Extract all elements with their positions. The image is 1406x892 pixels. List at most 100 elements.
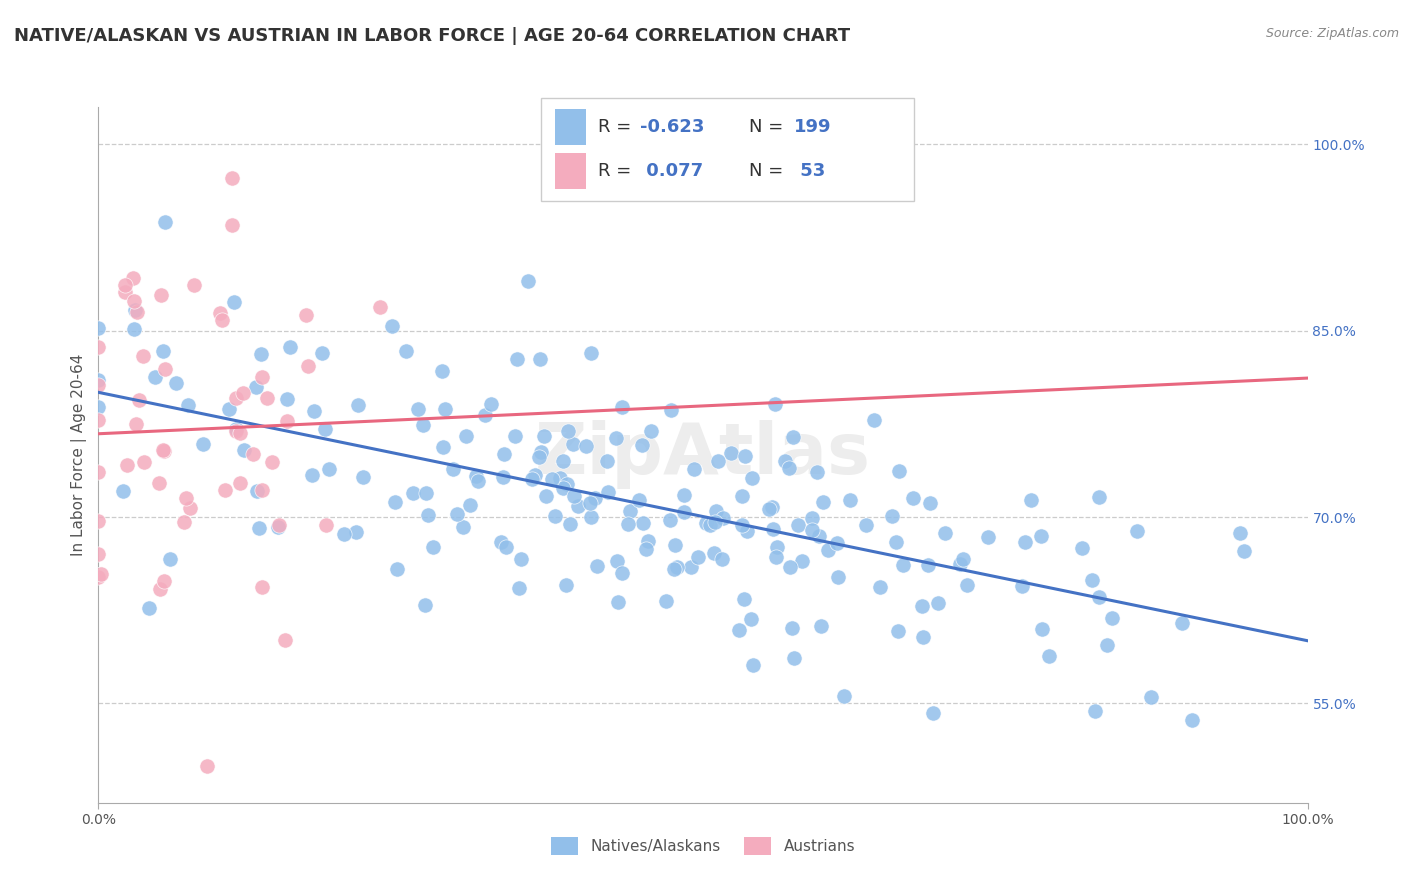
Point — [87, 400, 110, 414]
Point — [801, 511, 824, 525]
Point — [605, 431, 627, 445]
Point — [596, 485, 619, 500]
Point — [766, 541, 789, 555]
Point — [87, 373, 110, 387]
Point — [127, 305, 149, 319]
Point — [786, 517, 808, 532]
Point — [523, 467, 546, 482]
Point — [782, 430, 804, 444]
Point — [165, 376, 187, 390]
Point — [780, 621, 803, 635]
Point — [492, 470, 515, 484]
Point — [839, 493, 862, 508]
Point — [934, 525, 956, 540]
Text: NATIVE/ALASKAN VS AUSTRIAN IN LABOR FORCE | AGE 20-64 CORRELATION CHART: NATIVE/ALASKAN VS AUSTRIAN IN LABOR FORC… — [14, 27, 851, 45]
Point — [262, 455, 284, 469]
Point — [1014, 535, 1036, 549]
Point — [441, 462, 464, 476]
Point — [637, 534, 659, 549]
Point — [949, 558, 972, 572]
Point — [681, 560, 703, 574]
Point — [250, 483, 273, 497]
Point — [153, 574, 176, 588]
Point — [808, 528, 831, 542]
Point — [346, 398, 368, 412]
Point — [87, 413, 110, 427]
Point — [152, 343, 174, 358]
Point — [1233, 544, 1256, 558]
Point — [250, 580, 273, 594]
Point — [1126, 524, 1149, 538]
Point — [384, 494, 406, 508]
Point — [548, 470, 571, 484]
Point — [520, 472, 543, 486]
Point — [276, 414, 298, 428]
Point — [344, 524, 367, 539]
Point — [495, 540, 517, 554]
Point — [225, 424, 247, 438]
Point — [465, 469, 488, 483]
Point — [581, 510, 603, 524]
Point — [735, 524, 758, 539]
Point — [315, 518, 337, 533]
Point — [1038, 649, 1060, 664]
Point — [195, 758, 218, 772]
Point — [413, 598, 436, 612]
Text: 0.077: 0.077 — [640, 162, 703, 180]
Point — [115, 458, 138, 473]
Point — [869, 580, 891, 594]
Point — [229, 425, 252, 440]
Point — [579, 496, 602, 510]
Point — [887, 464, 910, 478]
Point — [540, 472, 562, 486]
Point — [218, 402, 240, 417]
Point — [149, 582, 172, 597]
Legend: Natives/Alaskans, Austrians: Natives/Alaskans, Austrians — [544, 830, 862, 862]
Point — [1084, 704, 1107, 718]
Point — [616, 516, 638, 531]
Point — [742, 658, 765, 673]
Point — [1031, 622, 1053, 636]
Point — [1011, 579, 1033, 593]
Point — [631, 438, 654, 452]
Point — [661, 402, 683, 417]
Point — [276, 392, 298, 407]
Point — [658, 512, 681, 526]
Point — [606, 554, 628, 568]
Point — [124, 294, 146, 309]
Point — [517, 273, 540, 287]
Text: -0.623: -0.623 — [640, 118, 704, 136]
Point — [664, 538, 686, 552]
Point — [558, 516, 581, 531]
Point — [1081, 573, 1104, 587]
Point — [551, 454, 574, 468]
Y-axis label: In Labor Force | Age 20-64: In Labor Force | Age 20-64 — [72, 354, 87, 556]
Point — [467, 475, 489, 489]
Point — [778, 461, 800, 475]
Point — [214, 483, 236, 498]
Point — [87, 548, 110, 562]
Point — [222, 295, 245, 310]
Point — [628, 492, 651, 507]
Point — [221, 218, 243, 232]
Text: Source: ZipAtlas.com: Source: ZipAtlas.com — [1265, 27, 1399, 40]
Point — [121, 271, 143, 285]
Point — [174, 491, 197, 506]
Point — [474, 408, 496, 422]
Point — [567, 499, 589, 513]
Point — [855, 517, 877, 532]
Point — [575, 439, 598, 453]
Point — [503, 429, 526, 443]
Point — [779, 560, 801, 574]
Point — [247, 521, 270, 535]
Point — [87, 514, 110, 528]
Point — [733, 591, 755, 606]
Point — [734, 450, 756, 464]
Point — [159, 552, 181, 566]
Point — [1101, 611, 1123, 625]
Point — [432, 440, 454, 454]
Point — [225, 392, 247, 406]
Point — [551, 481, 574, 495]
Text: R =: R = — [598, 118, 637, 136]
Point — [422, 540, 444, 554]
